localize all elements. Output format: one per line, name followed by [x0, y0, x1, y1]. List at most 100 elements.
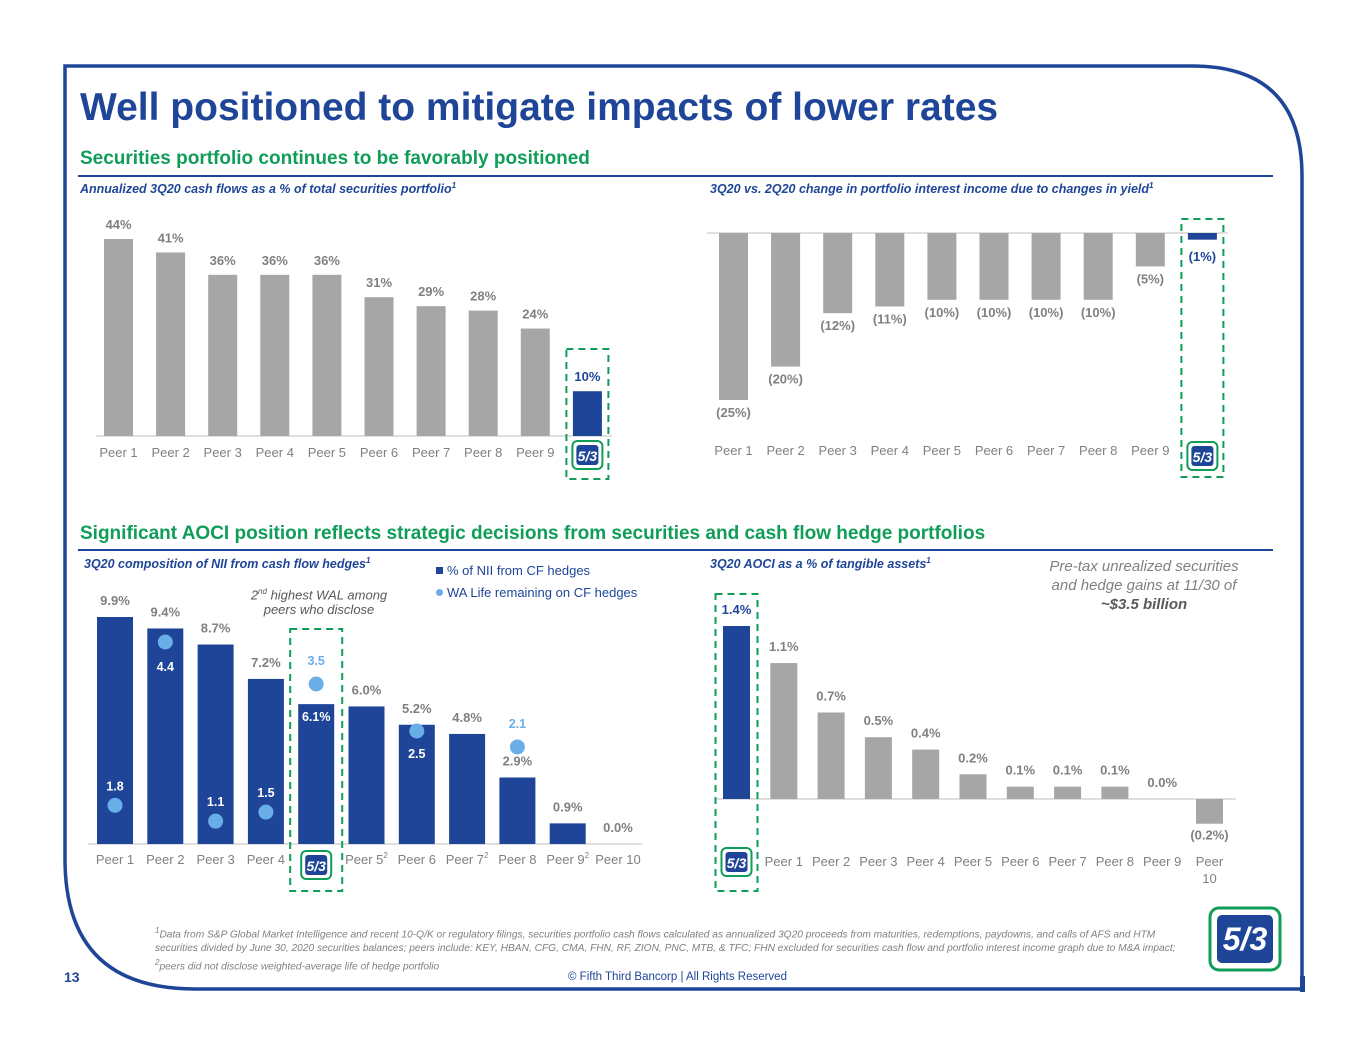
category-label: Peer 6: [1001, 854, 1039, 869]
data-label: 0.7%: [816, 689, 846, 704]
bar: [1054, 786, 1082, 799]
category-label: Peer 9: [1143, 854, 1181, 869]
data-label: 6.0%: [352, 682, 382, 697]
highlight-box: [289, 628, 344, 892]
fifth-third-logo-small: 5/3: [300, 850, 333, 880]
svg-text:5/3: 5/3: [727, 855, 747, 871]
category-label: Peer 2: [766, 443, 804, 458]
svg-text:5/3: 5/3: [306, 858, 326, 874]
bar: [1031, 233, 1061, 300]
bar: [348, 706, 385, 844]
chart-subtitle-interest-income: 3Q20 vs. 2Q20 change in portfolio intere…: [710, 181, 1154, 197]
data-label: (25%): [716, 405, 751, 420]
data-label: 31%: [366, 275, 392, 290]
category-label: Peer 5: [923, 443, 961, 458]
wa-life-dot: [157, 634, 173, 650]
section-heading-aoci: Significant AOCI position reflects strat…: [80, 523, 986, 544]
data-label: 0.0%: [1147, 775, 1177, 790]
bar: [398, 724, 435, 844]
bar: [260, 274, 290, 436]
data-label: 1.1%: [769, 639, 799, 654]
wa-life-dot: [409, 723, 425, 739]
data-label: (11%): [873, 311, 907, 326]
wa-life-dot: [107, 797, 123, 813]
data-label: 7.2%: [251, 655, 281, 670]
bar: [864, 737, 892, 799]
chart-subtitle-cf-hedges: 3Q20 composition of NII from cash flow h…: [84, 556, 371, 572]
category-label: Peer: [1196, 854, 1224, 869]
footnote: 1Data from S&P Global Market Intelligenc…: [155, 926, 1176, 973]
bar: [416, 306, 446, 436]
bar: [364, 297, 394, 436]
category-label: Peer 2: [812, 854, 850, 869]
wa-life-dot: [208, 813, 224, 829]
category-label: Peer 1: [765, 854, 803, 869]
data-label: 44%: [105, 217, 131, 232]
category-label: Peer 92: [546, 851, 589, 867]
bar: [1083, 233, 1113, 300]
data-label: 28%: [470, 289, 496, 304]
bar: [147, 628, 184, 844]
wa-life-label: 2.5: [408, 747, 425, 761]
bar: [723, 626, 750, 799]
bar: [197, 644, 234, 844]
bar: [572, 391, 602, 436]
category-label: Peer 8: [1096, 854, 1134, 869]
category-label: Peer 6: [398, 852, 436, 867]
data-label: (10%): [977, 305, 1012, 320]
bar: [770, 663, 798, 799]
highlight-box: [565, 348, 610, 480]
category-label: Peer 2: [151, 445, 189, 460]
category-label: Peer 8: [1079, 443, 1117, 458]
bar: [719, 233, 748, 400]
data-label: 0.1%: [1053, 763, 1083, 778]
category-label: Peer 4: [256, 445, 294, 460]
category-label: Peer 9: [1131, 443, 1169, 458]
bar: [208, 274, 238, 436]
bar: [298, 704, 335, 844]
bar: [520, 328, 550, 436]
category-label: Peer 1: [99, 445, 137, 460]
bar: [979, 233, 1009, 300]
category-label: Peer 7: [1048, 854, 1086, 869]
data-label: 0.4%: [911, 726, 941, 741]
data-label: (10%): [1081, 305, 1116, 320]
bar: [499, 777, 536, 844]
data-label: 8.7%: [201, 621, 231, 636]
svg-text:5/3: 5/3: [578, 448, 598, 464]
section-divider: [78, 549, 1273, 551]
wa-life-dot: [509, 739, 525, 755]
category-label: Peer 9: [516, 445, 554, 460]
category-label: Peer 3: [819, 443, 857, 458]
section-divider: [78, 175, 1273, 177]
wa-life-label: 1.5: [257, 786, 274, 800]
category-label: Peer 5: [308, 445, 346, 460]
wa-life-label: 3.5: [308, 654, 325, 668]
category-label: Peer 72: [446, 851, 489, 867]
category-label: Peer 5: [954, 854, 992, 869]
data-label: 10%: [574, 369, 600, 384]
fifth-third-logo-small: 5/3: [720, 847, 753, 877]
data-label: 0.2%: [958, 750, 988, 765]
legend-item-wa-life: WA Life remaining on CF hedges: [436, 585, 637, 600]
data-label: 0.1%: [1100, 763, 1130, 778]
data-label: 1.4%: [722, 602, 752, 617]
data-label: 9.4%: [150, 604, 180, 619]
data-label: (12%): [820, 318, 855, 333]
bar: [771, 233, 801, 367]
data-label: (10%): [1029, 305, 1064, 320]
chart-subtitle-cash-flows: Annualized 3Q20 cash flows as a % of tot…: [80, 181, 457, 197]
bar: [912, 749, 940, 799]
category-label: Peer 3: [859, 854, 897, 869]
bar: [549, 823, 586, 844]
data-label: 4.8%: [452, 710, 482, 725]
data-label: 24%: [522, 307, 548, 322]
category-label: Peer 52: [345, 851, 388, 867]
data-label: 0.0%: [603, 820, 633, 835]
data-label: (1%): [1189, 249, 1216, 264]
wa-life-dot: [258, 804, 274, 820]
category-label: Peer 4: [871, 443, 909, 458]
data-label: (0.2%): [1190, 828, 1228, 843]
category-label: Peer 10: [595, 852, 641, 867]
bar: [875, 233, 905, 307]
